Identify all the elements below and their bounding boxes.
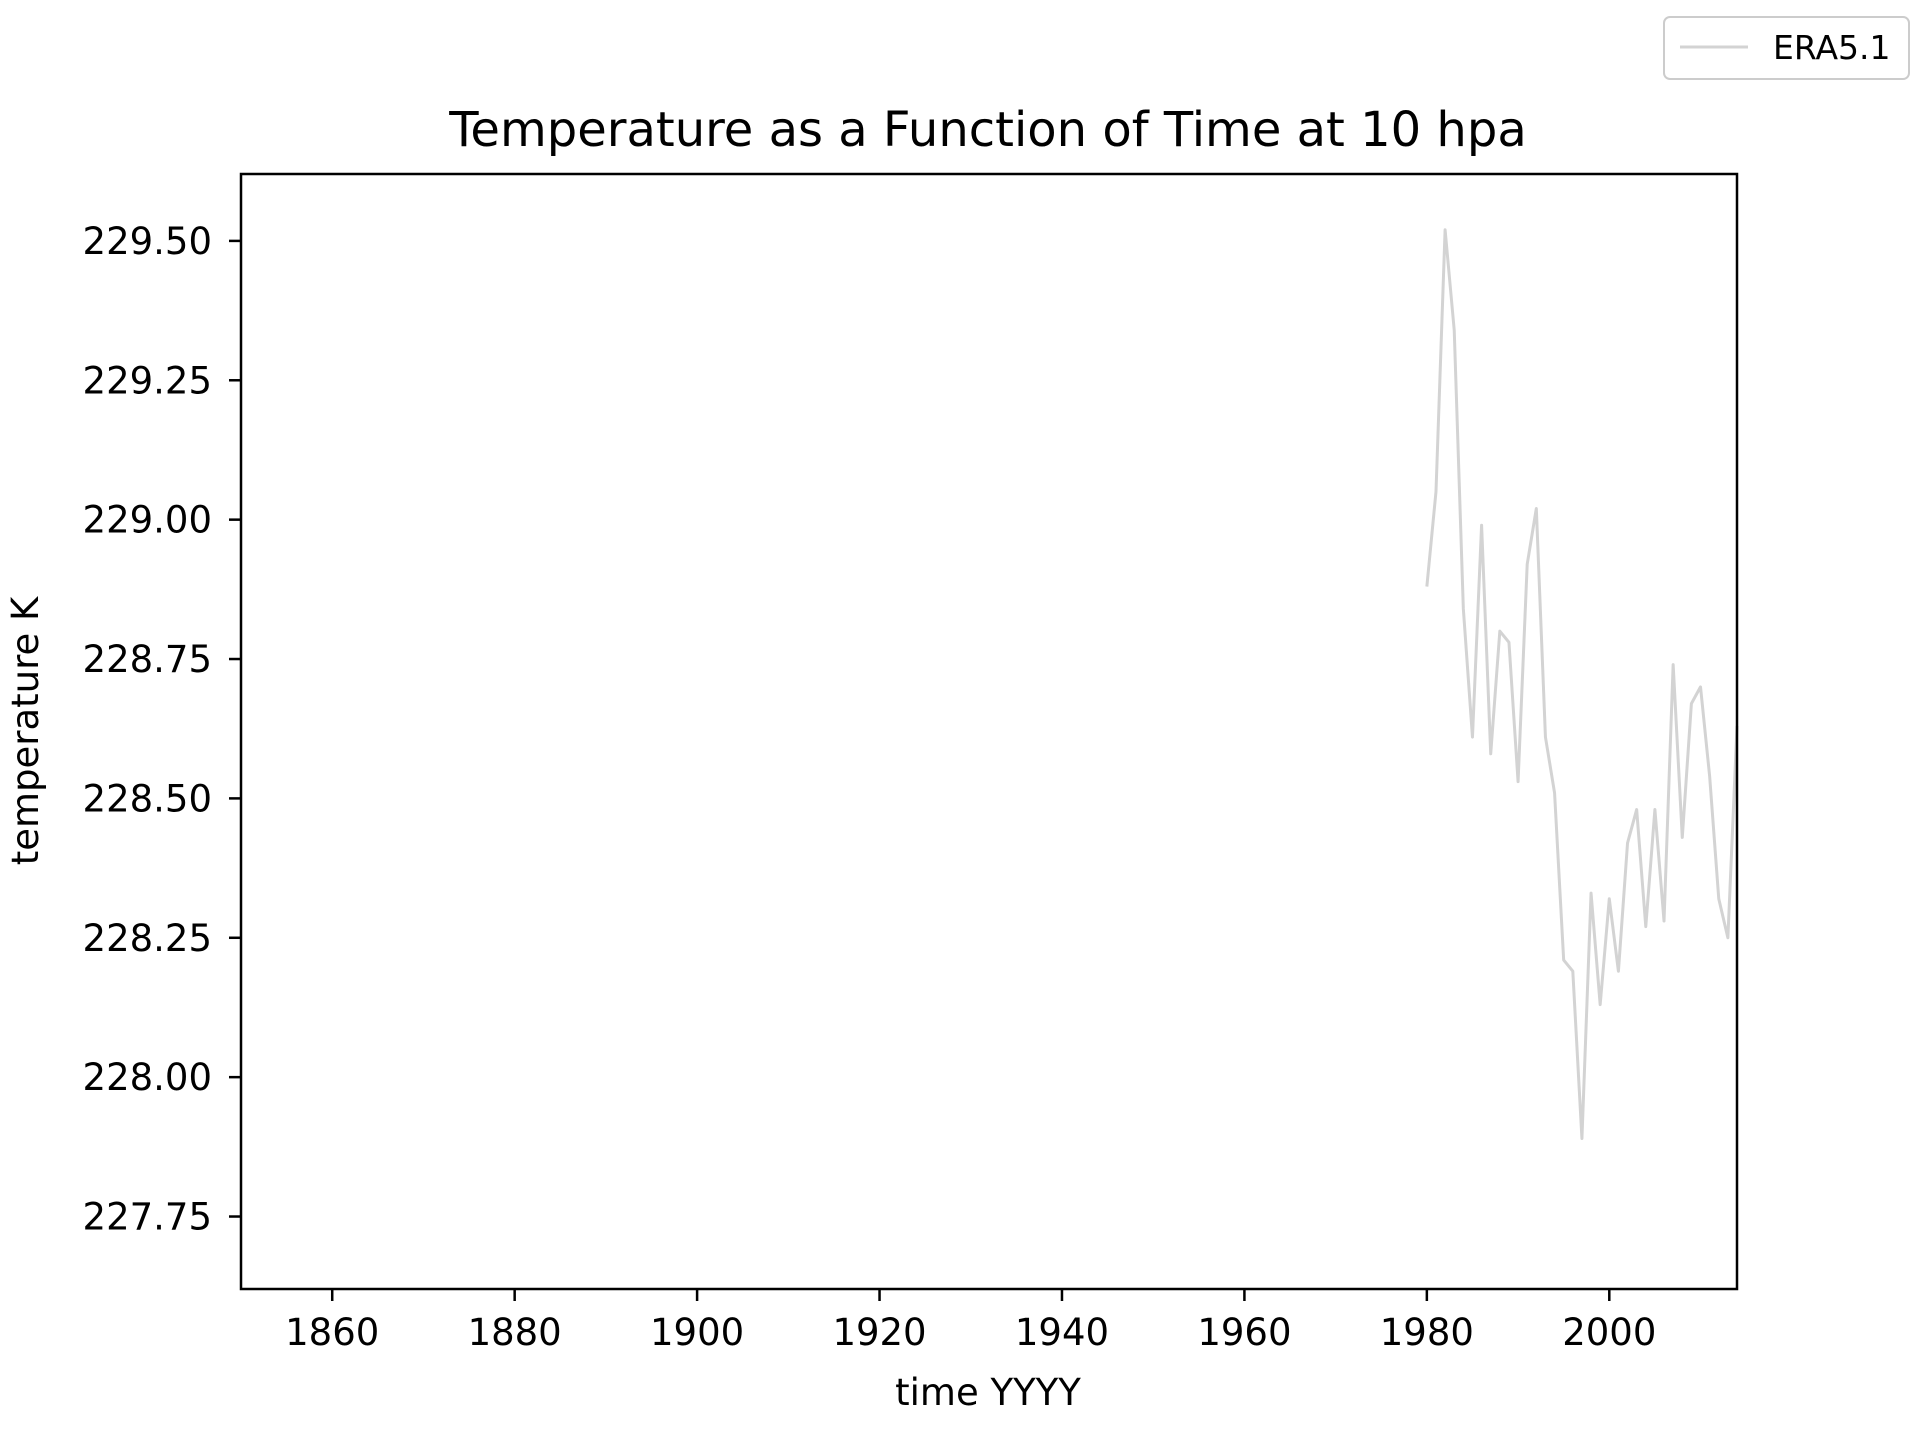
x-tick-label: 1860: [285, 1311, 379, 1354]
chart-title: Temperature as a Function of Time at 10 …: [448, 102, 1526, 158]
legend-box: [1663, 16, 1910, 80]
y-tick-label: 228.50: [83, 777, 212, 820]
series-line-0: [1425, 228, 1739, 1140]
plot-area: [1425, 228, 1739, 1140]
legend: ERA5.1: [1663, 16, 1910, 80]
y-tick-label: 228.25: [83, 917, 212, 960]
y-tick-label: 227.75: [83, 1196, 212, 1239]
y-tick-label: 228.75: [83, 638, 212, 681]
y-tick-label: 229.25: [83, 359, 212, 402]
x-tick-label: 1900: [650, 1311, 744, 1354]
y-axis-label: temperature K: [4, 595, 47, 865]
y-tick-label: 228.00: [83, 1056, 212, 1099]
axes-frame: [239, 172, 1739, 1291]
x-tick-label: 2000: [1562, 1311, 1656, 1354]
x-axis: 1860 1880 1900 1920 1940 1960 1980 2000: [285, 1289, 1656, 1354]
x-axis-label: time YYYY: [895, 1371, 1081, 1414]
y-tick-label: 229.50: [83, 220, 212, 263]
x-tick-label: 1920: [832, 1311, 926, 1354]
y-tick-label: 229.00: [83, 499, 212, 542]
x-tick-label: 1960: [1197, 1311, 1291, 1354]
x-tick-label: 1880: [468, 1311, 562, 1354]
x-tick-label: 1940: [1015, 1311, 1109, 1354]
legend-label-era5-1: ERA5.1: [1773, 28, 1891, 67]
x-tick-label: 1980: [1380, 1311, 1474, 1354]
y-axis: 227.75 228.00 228.25 228.50 228.75 229.00 229.…: [83, 220, 241, 1239]
